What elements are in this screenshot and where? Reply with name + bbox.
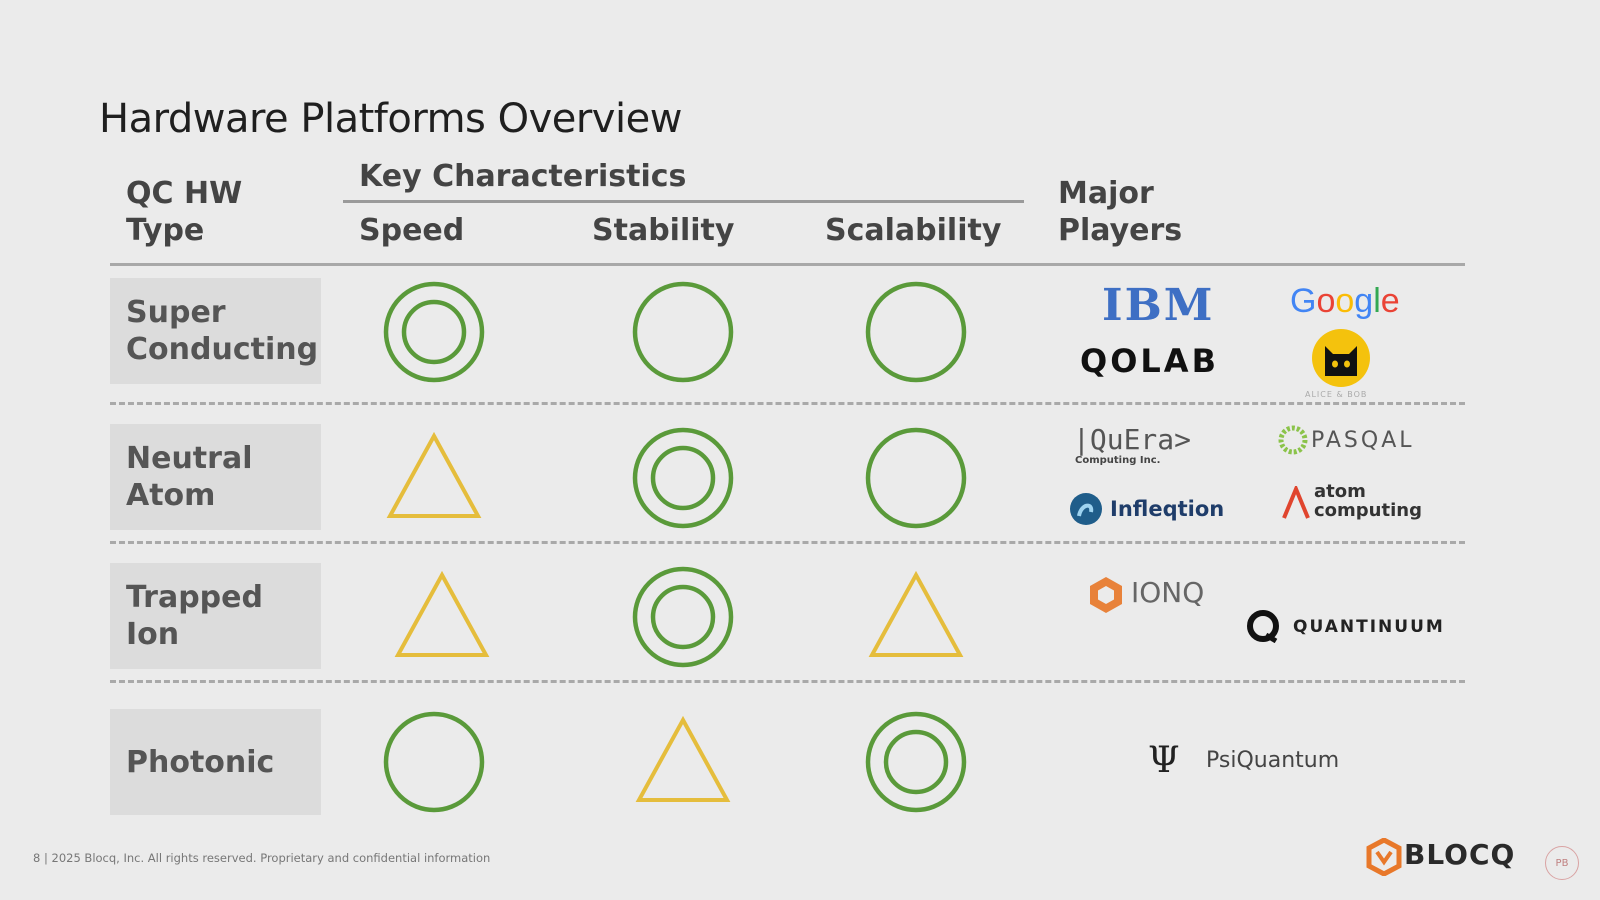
double-circle-icon (632, 427, 734, 529)
pasqal-dots-icon (1278, 425, 1308, 455)
row-label-line1: Neutral (126, 441, 253, 476)
infleqtion-logo: Infleqtion (1110, 497, 1225, 521)
header-type-line1: QC HW (126, 176, 243, 211)
header-players-line1: Major (1058, 176, 1154, 211)
google-letter: g (1354, 282, 1374, 320)
watermark-badge: PB (1545, 846, 1579, 880)
pasqal-icon (1278, 425, 1308, 455)
quantinuum-icon (1246, 609, 1280, 644)
double-circle-icon (632, 566, 734, 668)
row-label-line1: Trapped (126, 580, 263, 615)
triangle-icon (386, 431, 482, 518)
rating-mark (631, 710, 735, 814)
double-circle-icon (383, 281, 485, 383)
quera-logo: |QuEra> (1073, 423, 1192, 456)
row-label-photonic: Photonic (110, 709, 321, 815)
row-label-neutral-atom: Neutral Atom (110, 424, 321, 530)
circle-icon (865, 281, 967, 383)
row-label-line2: Conducting (126, 332, 319, 367)
row-separator (110, 541, 1465, 544)
google-letter: o (1316, 282, 1336, 320)
rating-mark (631, 565, 735, 669)
pasqal-logo: PASQAL (1311, 428, 1415, 453)
quantinuum-q-icon (1247, 610, 1279, 644)
key-characteristics-rule (343, 200, 1024, 203)
row-label-trapped-ion: Trapped Ion (110, 563, 321, 669)
rating-mark (631, 280, 735, 384)
black-cat-icon (1312, 329, 1370, 387)
ionq-hexagon-icon (1090, 577, 1122, 613)
atom-computing-line2: computing (1314, 500, 1422, 521)
circle-icon (632, 281, 734, 383)
rating-mark (864, 710, 968, 814)
ibm-logo: IBM (1102, 280, 1215, 331)
quera-subtitle: Computing Inc. (1075, 455, 1161, 466)
infleqtion-icon (1069, 492, 1103, 526)
column-header-players: Major Players (1058, 175, 1182, 249)
rating-mark (864, 280, 968, 384)
double-circle-icon (865, 711, 967, 813)
page-title: Hardware Platforms Overview (99, 96, 682, 142)
column-header-type: QC HW Type (126, 175, 242, 249)
circle-icon (865, 427, 967, 529)
circle-icon (383, 711, 485, 813)
alice-bob-logo (1311, 328, 1371, 388)
atom-a-icon (1282, 483, 1310, 519)
google-letter: l (1373, 282, 1381, 320)
google-letter: o (1335, 282, 1355, 320)
rating-mark (864, 565, 968, 669)
column-header-speed: Speed (359, 213, 465, 248)
google-letter: G (1290, 282, 1317, 320)
psiquantum-logo: PsiQuantum (1206, 748, 1340, 773)
header-type-line2: Type (126, 213, 205, 248)
qolab-logo: QOLAB (1080, 342, 1219, 380)
psiquantum-icon: Ψ (1148, 740, 1180, 781)
triangle-icon (635, 715, 731, 802)
key-characteristics-header: Key Characteristics (359, 159, 687, 194)
quantinuum-logo: QUANTINUUM (1293, 617, 1445, 637)
alice-bob-caption: ALICE & BOB (1305, 390, 1368, 399)
brand-logo: BLOCQ (1404, 838, 1516, 871)
row-label-superconducting: Super Conducting (110, 278, 321, 384)
row-label-line2: Atom (126, 478, 216, 513)
header-players-line2: Players (1058, 213, 1183, 248)
row-label-line1: Super (126, 295, 226, 330)
triangle-icon (394, 570, 490, 657)
google-logo-text: Google (1290, 282, 1400, 320)
row-separator (110, 680, 1465, 683)
rating-mark (631, 426, 735, 530)
rating-mark (390, 565, 494, 669)
blocq-icon (1366, 837, 1402, 877)
row-label-line2: Ion (126, 617, 180, 652)
row-label-line1: Photonic (126, 744, 275, 780)
rating-mark (382, 710, 486, 814)
rating-mark (864, 426, 968, 530)
row-separator (110, 402, 1465, 405)
column-header-scalability: Scalability (825, 213, 1002, 248)
ionq-logo: IONQ (1131, 576, 1205, 609)
header-rule (110, 263, 1465, 266)
google-logo: Google (1290, 282, 1400, 321)
footer-copyright: 8 | 2025 Blocq, Inc. All rights reserved… (33, 851, 491, 865)
atom-computing-line1: atom (1314, 481, 1366, 502)
blocq-mark-icon (1366, 837, 1402, 877)
atom-computing-logo: atom computing (1314, 482, 1422, 520)
google-letter: e (1380, 282, 1400, 320)
triangle-icon (868, 570, 964, 657)
atom-computing-icon (1281, 483, 1311, 520)
ionq-icon (1088, 575, 1124, 615)
rating-mark (382, 280, 486, 384)
column-header-stability: Stability (592, 213, 735, 248)
rating-mark (382, 426, 486, 530)
infleqtion-swirl-icon (1070, 493, 1102, 525)
